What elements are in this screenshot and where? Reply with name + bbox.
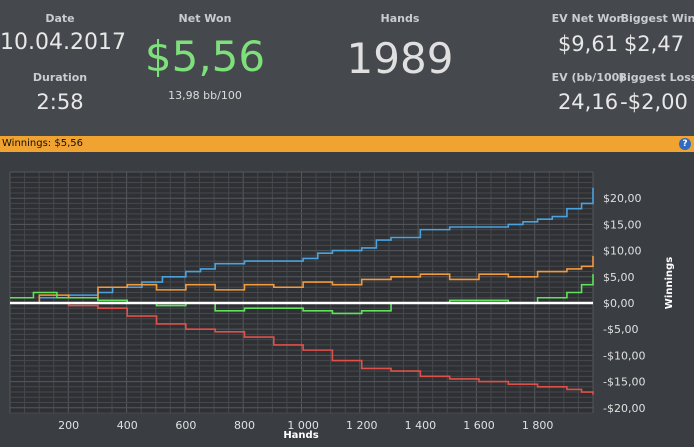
series-line-3 <box>10 302 594 395</box>
series-line-2 <box>10 274 594 315</box>
biggest-win-label: Biggest Win <box>620 12 694 25</box>
y-tick-label: -$5,00 <box>603 323 638 336</box>
y-tick-label: $20,00 <box>603 192 642 205</box>
date-label: Date <box>45 12 75 25</box>
y-tick-label: -$15,00 <box>603 376 645 389</box>
net-won-label: Net Won <box>178 12 232 25</box>
x-tick-label: 800 <box>234 419 255 432</box>
x-tick-label: 1 800 <box>522 419 554 432</box>
ev-bb100-label: EV (bb/100) <box>551 71 625 84</box>
x-tick-label: 200 <box>58 419 79 432</box>
y-tick-label: $0,00 <box>603 297 635 310</box>
x-tick-label: 1 200 <box>346 419 378 432</box>
duration-value: 2:58 <box>36 90 84 114</box>
biggest-win-value: $2,47 <box>623 32 685 56</box>
series-line-0 <box>10 187 594 304</box>
duration-label: Duration <box>32 71 88 84</box>
biggest-loss-label: Biggest Loss <box>618 71 694 84</box>
ev-net-won-value: $9,61 <box>557 32 619 56</box>
net-won-value: $5,56 <box>144 32 266 81</box>
x-tick-label: 400 <box>117 419 138 432</box>
biggest-loss-value: -$2,00 <box>620 90 688 114</box>
winnings-bar: Winnings: $5,56 ? <box>0 136 694 152</box>
ev-bb100-value: 24,16 <box>557 90 619 114</box>
x-tick-label: 1 600 <box>463 419 495 432</box>
y-axis-label: Winnings <box>664 257 675 309</box>
winnings-chart-svg: 200 400 600 800 1 000 1 200 1 400 1 600 1 800 $2… <box>9 171 675 441</box>
winnings-chart: 200 400 600 800 1 000 1 200 1 400 1 600 1 800 $2… <box>0 152 694 443</box>
y-tick-label: -$10,00 <box>603 349 645 362</box>
net-won-bb100: 13,98 bb/100 <box>168 89 242 102</box>
y-tick-label: $5,00 <box>603 271 635 284</box>
series-line-1 <box>10 255 594 304</box>
winnings-bar-text: Winnings: $5,56 <box>2 138 83 149</box>
date-value: 10.04.2017 <box>0 30 126 55</box>
x-tick-label: 600 <box>175 419 196 432</box>
hands-label: Hands <box>380 12 420 25</box>
x-tick-label: 1 400 <box>405 419 437 432</box>
x-axis-label: Hands <box>283 430 318 441</box>
help-icon[interactable]: ? <box>679 138 691 150</box>
x-tick-label: 1 000 <box>287 419 319 432</box>
hands-value: 1989 <box>346 34 454 83</box>
ev-net-won-label: EV Net Won <box>551 12 625 25</box>
y-tick-label: $10,00 <box>603 245 642 258</box>
y-tick-label: -$20,00 <box>603 402 645 415</box>
y-tick-label: $15,00 <box>603 218 642 231</box>
stats-panel: Date 10.04.2017 Duration 2:58 Net Won $5… <box>0 0 694 136</box>
